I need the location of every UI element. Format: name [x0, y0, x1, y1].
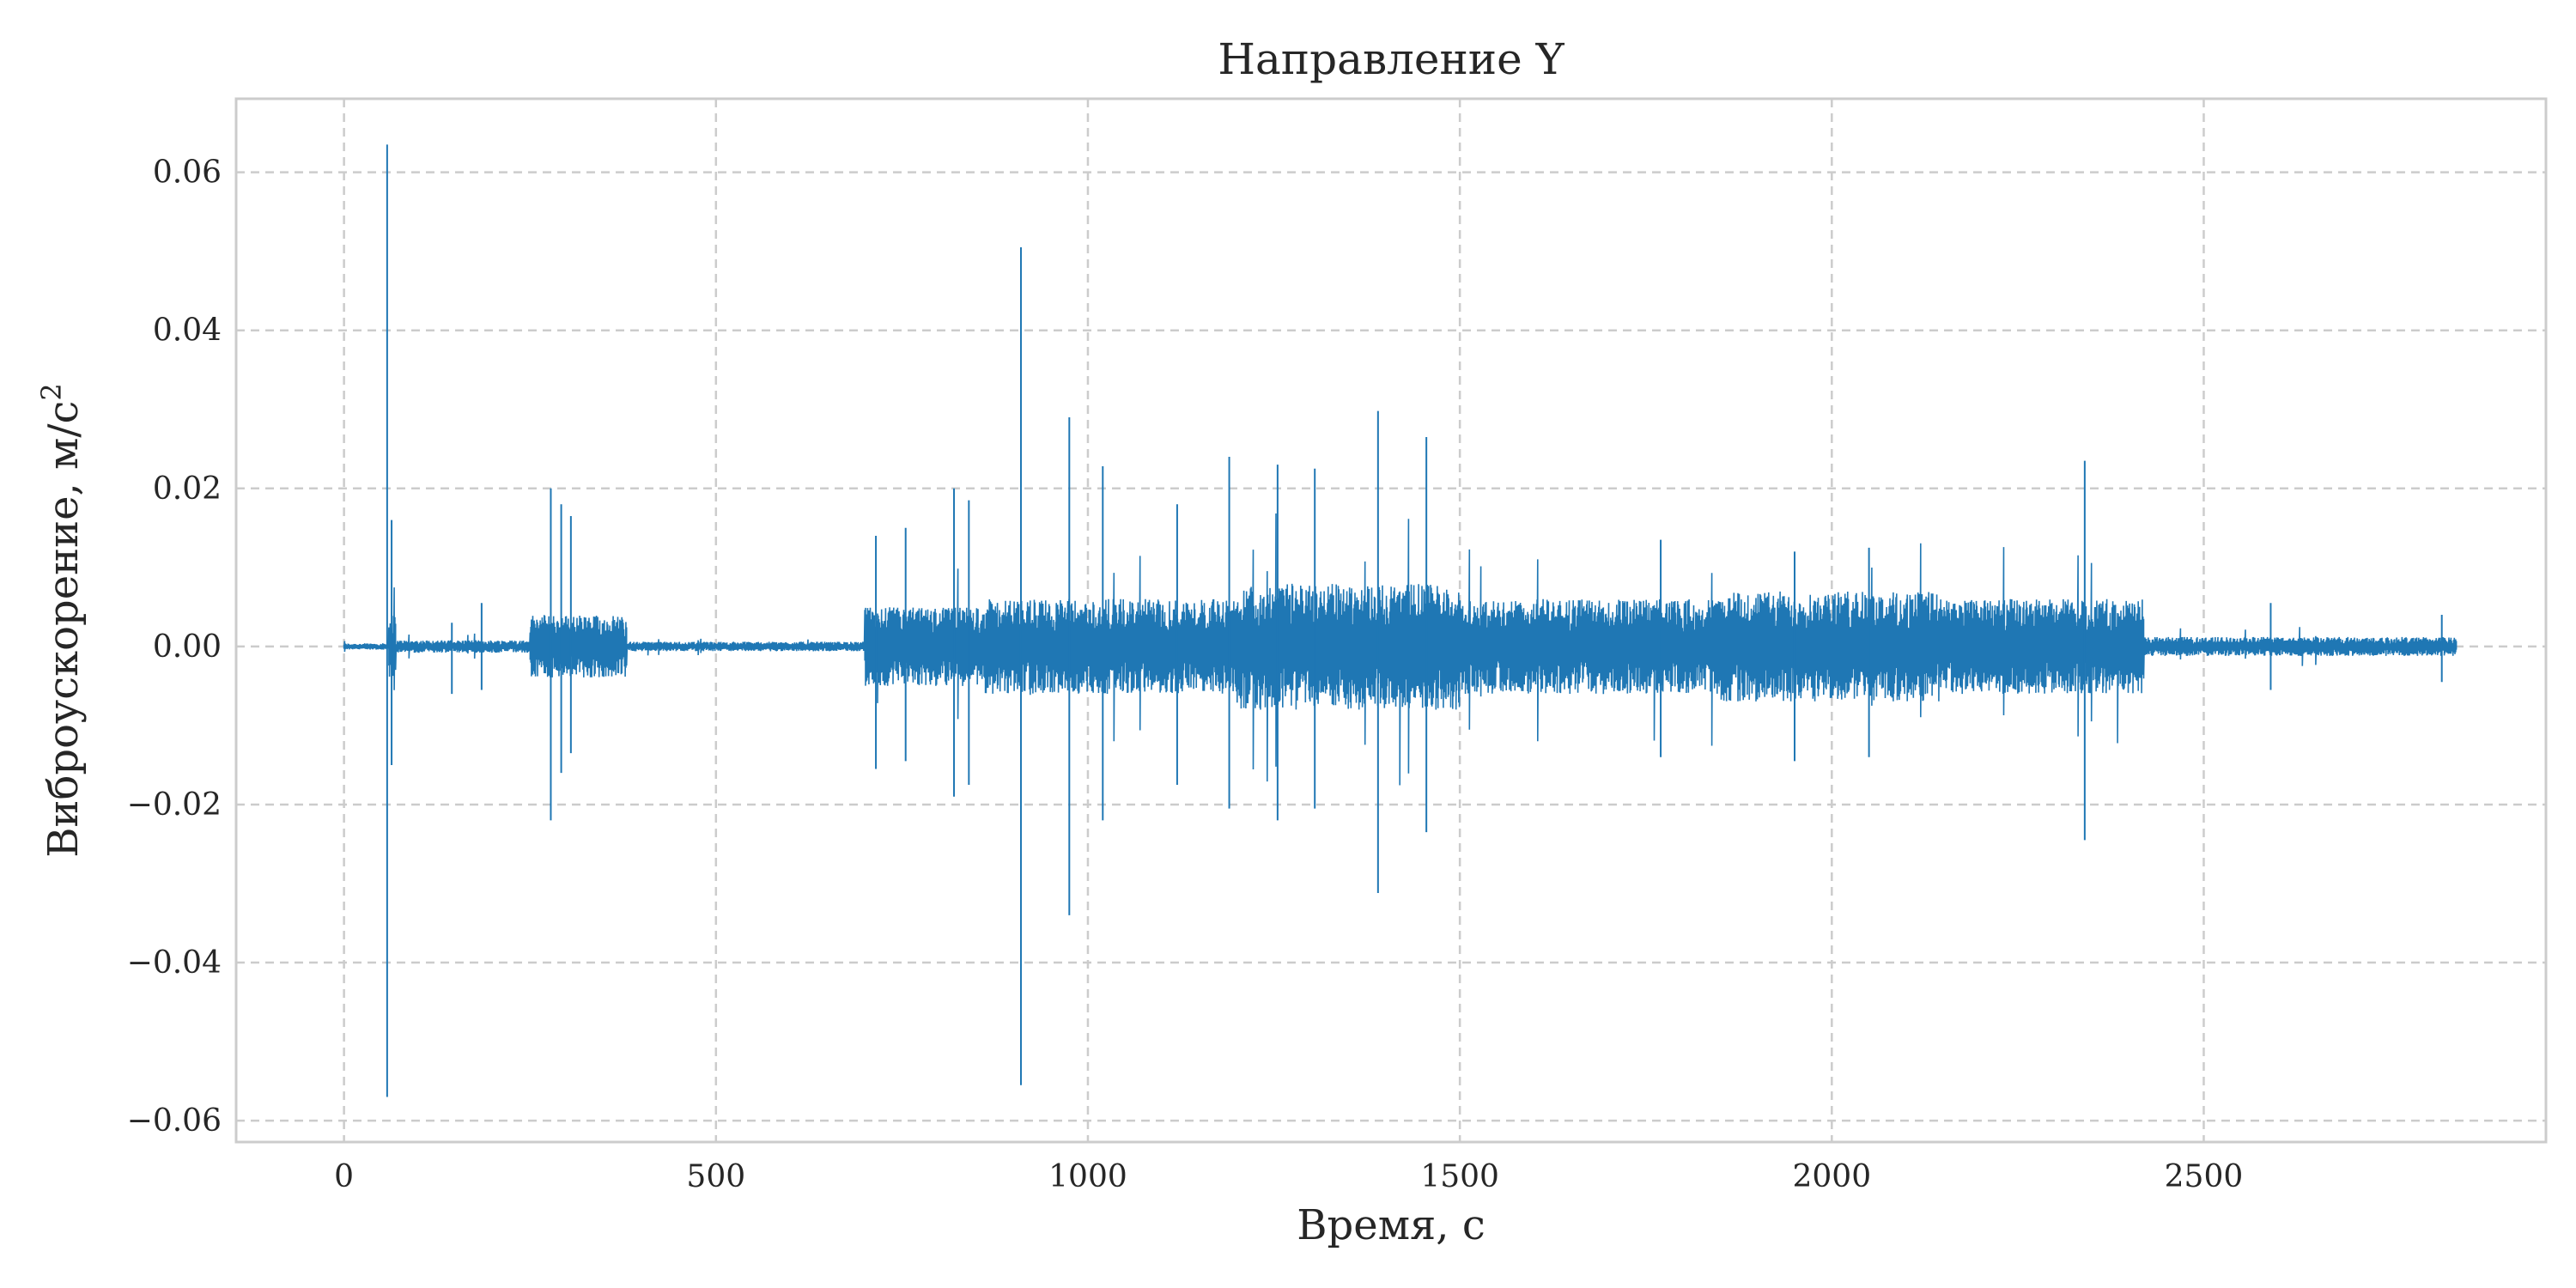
y-tick-label: −0.04 [127, 945, 222, 981]
series-line [343, 513, 2458, 786]
y-tick-label: 0.06 [153, 155, 222, 191]
x-tick-label: 1000 [1048, 1159, 1127, 1194]
y-axis-label-text: Виброускорение, м/с [39, 401, 88, 858]
x-tick-labels: 0 500 1000 1500 2000 2500 [334, 1159, 2243, 1194]
y-axis-label-superscript: 2 [35, 383, 68, 400]
x-tick-label: 2500 [2165, 1159, 2244, 1194]
x-tick-label: 0 [334, 1159, 354, 1194]
x-axis-label: Время, с [1297, 1201, 1485, 1249]
plot-frame [234, 97, 2548, 1144]
series-group [343, 144, 2458, 1097]
x-tick-label: 1500 [1420, 1159, 1499, 1194]
x-tick-label: 500 [686, 1159, 745, 1194]
y-tick-label: 0.04 [153, 313, 222, 349]
y-tick-labels: −0.06 −0.04 −0.02 0.00 0.02 0.04 0.06 [127, 155, 222, 1139]
x-tick-label: 2000 [1792, 1159, 1871, 1194]
y-tick-label: −0.06 [127, 1103, 222, 1139]
y-tick-label: 0.00 [153, 629, 222, 665]
y-tick-label: 0.02 [153, 471, 222, 507]
y-tick-label: −0.02 [127, 787, 222, 823]
y-axis-label: Виброускорение, м/с2 [35, 383, 88, 858]
chart-title: Направление Y [1218, 34, 1564, 84]
